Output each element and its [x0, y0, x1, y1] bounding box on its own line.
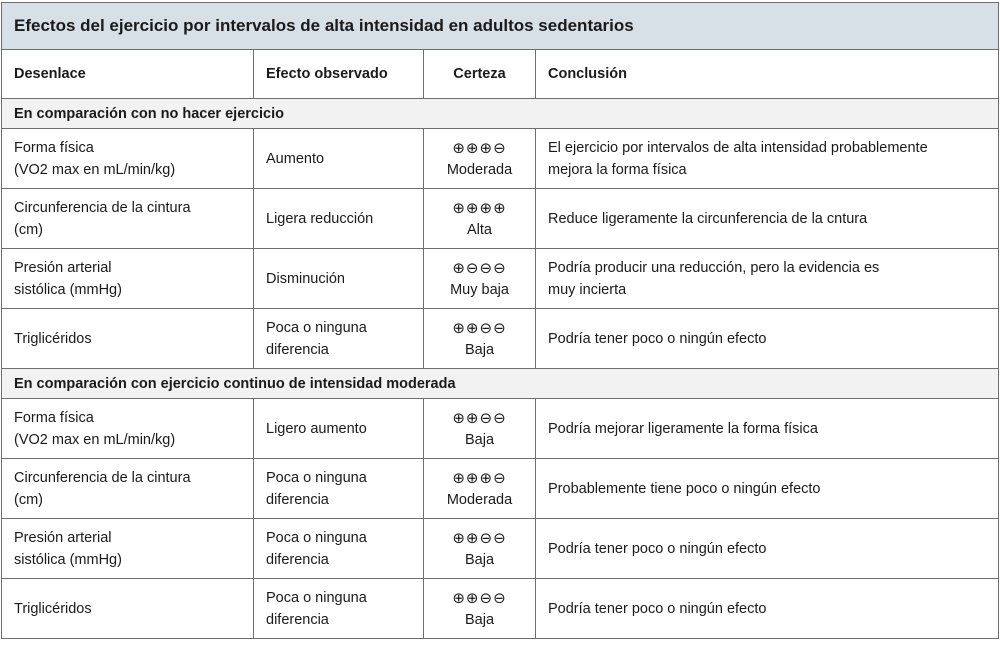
- conclusion-cell: Podría mejorar ligeramente la forma físi…: [535, 398, 999, 459]
- effect-cell: Poca o ninguna diferencia: [253, 458, 424, 519]
- table-title: Efectos del ejercicio por intervalos de …: [1, 2, 999, 50]
- conclusion-cell: Reduce ligeramente la circunferencia de …: [535, 188, 999, 249]
- outcome-cell: Circunferencia de la cintura (cm): [1, 188, 254, 249]
- table-row: Presión arterial sistólica (mmHg) Poca o …: [1, 518, 999, 579]
- table-row: Circunferencia de la cintura (cm) Poca o …: [1, 458, 999, 519]
- table-row: Presión arterial sistólica (mmHg) Disminu…: [1, 248, 999, 309]
- table-title-row: Efectos del ejercicio por intervalos de …: [1, 2, 999, 50]
- certainty-cell: ⊕⊕⊖⊖ Baja: [423, 518, 536, 579]
- conclusion-cell: Probablemente tiene poco o ningún efecto: [535, 458, 999, 519]
- effect-cell: Poca o ninguna diferencia: [253, 308, 424, 369]
- certainty-cell: ⊕⊕⊖⊖ Baja: [423, 578, 536, 639]
- header-effect: Efecto observado: [253, 49, 424, 99]
- certainty-label: Baja: [464, 341, 495, 358]
- certainty-label: Muy baja: [450, 281, 509, 298]
- certainty-label: Baja: [464, 551, 495, 568]
- certainty-cell: ⊕⊖⊖⊖ Muy baja: [423, 248, 536, 309]
- outcome-cell: Circunferencia de la cintura (cm): [1, 458, 254, 519]
- conclusion-cell: Podría tener poco o ningún efecto: [535, 308, 999, 369]
- certainty-rating-icon: ⊕⊕⊖⊖: [452, 318, 507, 337]
- outcome-cell: Forma física (VO2 max en mL/min/kg): [1, 398, 254, 459]
- table-row: Triglicéridos Poca o ninguna diferencia ⊕⊕…: [1, 308, 999, 369]
- section-row: En comparación con ejercicio continuo de…: [1, 368, 999, 399]
- evidence-summary-table: Efectos del ejercicio por intervalos de …: [1, 2, 999, 639]
- section-label: En comparación con no hacer ejercicio: [1, 98, 999, 129]
- effect-cell: Poca o ninguna diferencia: [253, 518, 424, 579]
- table-row: Forma física (VO2 max en mL/min/kg) Aumen…: [1, 128, 999, 189]
- table-row: Forma física (VO2 max en mL/min/kg) Liger…: [1, 398, 999, 459]
- certainty-label: Alta: [467, 221, 492, 238]
- certainty-label: Baja: [464, 431, 495, 448]
- effect-cell: Poca o ninguna diferencia: [253, 578, 424, 639]
- outcome-cell: Presión arterial sistólica (mmHg): [1, 518, 254, 579]
- certainty-rating-icon: ⊕⊕⊖⊖: [452, 408, 507, 427]
- header-row: Desenlace Efecto observado Certeza Concl…: [1, 49, 999, 99]
- outcome-cell: Presión arterial sistólica (mmHg): [1, 248, 254, 309]
- outcome-cell: Triglicéridos: [1, 578, 254, 639]
- header-outcome: Desenlace: [1, 49, 254, 99]
- outcome-cell: Triglicéridos: [1, 308, 254, 369]
- outcome-cell: Forma física (VO2 max en mL/min/kg): [1, 128, 254, 189]
- certainty-rating-icon: ⊕⊕⊖⊖: [452, 528, 507, 547]
- certainty-rating-icon: ⊕⊕⊕⊕: [452, 198, 507, 217]
- certainty-cell: ⊕⊕⊕⊕ Alta: [423, 188, 536, 249]
- conclusion-cell: Podría producir una reducción, pero la e…: [535, 248, 999, 309]
- certainty-label: Moderada: [446, 491, 513, 508]
- certainty-label: Moderada: [446, 161, 513, 178]
- certainty-cell: ⊕⊕⊕⊖ Moderada: [423, 128, 536, 189]
- effect-cell: Disminución: [253, 248, 424, 309]
- certainty-rating-icon: ⊕⊕⊖⊖: [452, 588, 507, 607]
- certainty-cell: ⊕⊕⊖⊖ Baja: [423, 398, 536, 459]
- section-label: En comparación con ejercicio continuo de…: [1, 368, 999, 399]
- certainty-label: Baja: [464, 611, 495, 628]
- certainty-rating-icon: ⊕⊕⊕⊖: [452, 468, 507, 487]
- effect-cell: Ligera reducción: [253, 188, 424, 249]
- certainty-cell: ⊕⊕⊕⊖ Moderada: [423, 458, 536, 519]
- table-row: Triglicéridos Poca o ninguna diferencia ⊕⊕…: [1, 578, 999, 639]
- header-conclusion: Conclusión: [535, 49, 999, 99]
- certainty-rating-icon: ⊕⊕⊕⊖: [452, 138, 507, 157]
- certainty-cell: ⊕⊕⊖⊖ Baja: [423, 308, 536, 369]
- effect-cell: Aumento: [253, 128, 424, 189]
- header-certainty: Certeza: [423, 49, 536, 99]
- effect-cell: Ligero aumento: [253, 398, 424, 459]
- conclusion-cell: Podría tener poco o ningún efecto: [535, 578, 999, 639]
- table-row: Circunferencia de la cintura (cm) Ligera …: [1, 188, 999, 249]
- section-row: En comparación con no hacer ejercicio: [1, 98, 999, 129]
- certainty-rating-icon: ⊕⊖⊖⊖: [452, 258, 507, 277]
- conclusion-cell: El ejercicio por intervalos de alta inte…: [535, 128, 999, 189]
- conclusion-cell: Podría tener poco o ningún efecto: [535, 518, 999, 579]
